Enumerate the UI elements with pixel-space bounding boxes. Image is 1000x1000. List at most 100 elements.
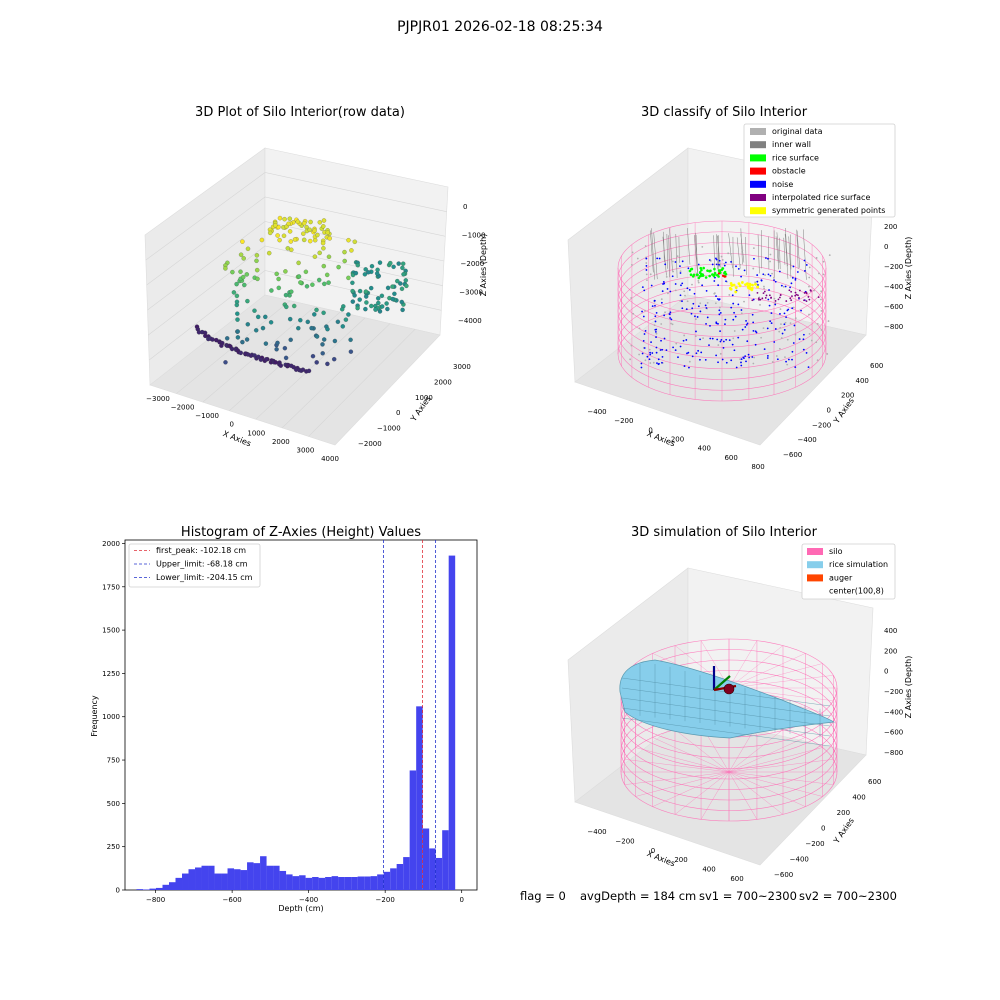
panel-simulation: 3D simulation of Silo Interior −400 −200 0…: [567, 525, 913, 883]
tick-label: −1000: [462, 232, 486, 240]
symmetric-point: [744, 283, 747, 287]
scatter-point: [276, 285, 281, 291]
original-point: [820, 309, 823, 312]
histogram-bar: [331, 876, 339, 890]
noise-point: [786, 309, 789, 312]
scatter-point: [349, 248, 354, 253]
histogram-bar: [260, 856, 267, 890]
scatter-point: [320, 240, 326, 246]
noise-point: [709, 325, 711, 327]
inner-wall-point: [651, 228, 655, 280]
original-point: [694, 335, 697, 338]
silo-spoke: [652, 771, 730, 807]
noise-point: [740, 364, 743, 367]
original-point: [660, 323, 663, 325]
original-point: [721, 259, 724, 261]
scatter-point: [385, 285, 391, 291]
histogram-bars: [136, 555, 456, 890]
legend-label: silo: [829, 547, 843, 556]
silo-spoke: [728, 640, 758, 689]
scatter-point: [377, 309, 383, 314]
noise-point: [654, 320, 657, 323]
footer-sv1: sv1 = 700~2300: [699, 889, 797, 903]
scatter-point: [281, 233, 287, 238]
noise-point: [717, 284, 720, 287]
original-point: [723, 262, 726, 265]
original-point: [759, 304, 761, 306]
scatter-point: [260, 325, 266, 331]
noise-point: [641, 352, 644, 355]
noise-point: [691, 307, 694, 310]
histogram-bar: [429, 848, 436, 890]
original-point: [719, 352, 722, 355]
histogram-bar: [227, 868, 235, 890]
tick-label: 400: [884, 627, 897, 635]
original-point: [760, 336, 763, 339]
noise-point: [650, 284, 653, 287]
simulation-zlabel: Z Axies (Depth): [904, 656, 913, 719]
original-point: [638, 327, 641, 330]
noise-point: [687, 351, 690, 354]
scatter-point: [275, 233, 280, 238]
original-point: [732, 337, 735, 340]
noise-point: [681, 260, 684, 263]
scatter-point: [282, 346, 288, 351]
silo-spoke: [728, 759, 834, 773]
inner-wall-point: [716, 234, 718, 270]
original-point: [810, 339, 813, 342]
inner-wall-point: [663, 231, 665, 263]
scatter-point: [277, 215, 283, 221]
tick-label: −800: [884, 749, 903, 757]
noise-point: [699, 358, 701, 361]
original-point: [826, 353, 829, 355]
tick-label: 1000: [415, 394, 433, 402]
interp-surface-point: [779, 296, 781, 299]
classify-zlabel: Z Axies (Depth): [904, 237, 913, 300]
tick-label: 400: [698, 445, 711, 453]
noise-point: [669, 290, 672, 293]
noise-point: [752, 298, 755, 301]
scatter-point: [298, 318, 303, 323]
rice-surface-point: [715, 273, 719, 277]
tick-label: 400: [856, 377, 869, 385]
silo-spoke: [728, 737, 806, 773]
noise-point: [719, 311, 722, 314]
scatter-point: [348, 337, 353, 342]
tick-label: −200: [615, 837, 634, 845]
legend-label: auger: [829, 573, 853, 582]
legend-swatch: [750, 167, 766, 175]
legend-label: noise: [772, 180, 793, 189]
rice-surface-point: [724, 272, 728, 276]
noise-point: [694, 315, 696, 318]
noise-point: [662, 280, 665, 283]
symmetric-point: [748, 287, 752, 291]
noise-point: [724, 323, 726, 326]
scatter-point: [401, 261, 406, 266]
original-point: [779, 326, 782, 329]
rice-surface-point: [699, 272, 703, 276]
legend-label: inner wall: [772, 140, 811, 149]
histogram-bar: [390, 868, 397, 890]
scatter-point: [352, 293, 357, 298]
legend-label: center(100,8): [829, 587, 884, 596]
original-point: [679, 299, 682, 302]
noise-point: [651, 352, 654, 354]
inner-wall-point: [736, 237, 741, 269]
noise-point: [730, 261, 732, 263]
scatter-point: [259, 237, 265, 243]
noise-point: [780, 284, 783, 287]
silo-spoke: [728, 729, 784, 773]
tick-label: −400: [798, 436, 817, 444]
histogram-y-ticks: 0 250 500 750 1000 1250 1500 1750 2000: [102, 540, 125, 895]
original-point: [792, 306, 795, 309]
noise-point: [733, 349, 736, 352]
noise-point: [805, 352, 808, 354]
classify-ylabel: Y Axies: [831, 396, 856, 426]
histogram-title: Histogram of Z-Axies (Height) Values: [181, 525, 421, 540]
noise-point: [737, 336, 740, 339]
noise-point: [660, 339, 662, 342]
noise-point: [655, 346, 658, 349]
original-point: [762, 327, 765, 330]
histogram-bar: [357, 876, 365, 890]
noise-point: [645, 257, 648, 260]
